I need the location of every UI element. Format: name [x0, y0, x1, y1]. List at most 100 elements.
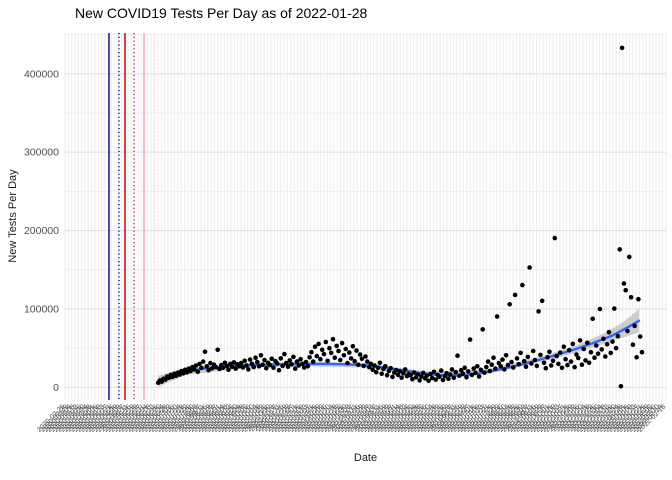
data-point: [330, 336, 336, 342]
data-point: [518, 350, 523, 356]
data-point: [240, 365, 246, 370]
data-point: [471, 366, 477, 371]
data-point: [541, 360, 547, 366]
data-point: [469, 372, 475, 378]
data-point: [287, 358, 293, 363]
data-point: [309, 349, 314, 355]
data-point: [548, 363, 554, 368]
data-point: [359, 356, 365, 362]
data-point: [264, 365, 269, 371]
data-point: [300, 361, 305, 367]
data-point: [402, 367, 408, 372]
data-point: [202, 349, 208, 355]
data-point: [636, 296, 641, 302]
x-axis-title: Date: [353, 452, 378, 464]
data-point: [503, 353, 509, 358]
chart-title: New COVID19 Tests Per Day as of 2022-01-…: [75, 5, 368, 21]
data-point: [253, 355, 258, 361]
data-point: [254, 359, 260, 365]
data-point: [563, 356, 568, 362]
data-point: [437, 374, 442, 380]
data-point: [559, 365, 565, 371]
scatter-points: [155, 45, 645, 389]
data-point: [507, 302, 512, 307]
data-point: [424, 373, 430, 379]
data-point: [525, 354, 531, 360]
data-point: [401, 371, 406, 376]
data-point: [390, 374, 395, 380]
y-tick-label: 0: [53, 382, 59, 394]
data-point: [597, 306, 603, 312]
data-point: [251, 364, 256, 370]
data-point: [493, 366, 498, 371]
data-point: [393, 367, 399, 373]
data-point: [204, 364, 210, 369]
data-point: [209, 365, 215, 371]
data-point: [282, 351, 287, 357]
data-point: [557, 350, 563, 355]
x-tick-labels: 2020-02-252020-02-292020-03-042020-03-08…: [36, 403, 667, 433]
data-point: [588, 349, 594, 355]
data-point: [328, 350, 334, 356]
data-point: [283, 360, 289, 366]
data-point: [464, 375, 469, 380]
data-point: [224, 363, 229, 369]
data-point: [455, 353, 460, 359]
data-point: [451, 375, 457, 381]
data-point: [191, 367, 197, 372]
data-point: [410, 376, 415, 382]
data-point: [438, 368, 444, 373]
data-point: [399, 375, 404, 381]
data-point: [383, 364, 388, 369]
data-point: [585, 340, 590, 346]
data-point: [440, 377, 446, 383]
data-point: [292, 366, 298, 371]
data-point: [312, 344, 318, 350]
data-point: [550, 358, 556, 364]
data-point: [379, 371, 385, 377]
data-point: [566, 347, 572, 353]
data-point: [233, 366, 238, 371]
data-point: [395, 372, 401, 378]
data-point: [556, 361, 561, 367]
data-point: [446, 376, 451, 382]
data-point: [601, 336, 606, 342]
data-point: [500, 357, 505, 362]
data-point: [316, 341, 321, 347]
data-point: [271, 365, 276, 371]
data-point: [334, 343, 340, 349]
data-point: [411, 370, 417, 375]
data-point: [428, 371, 433, 377]
data-point: [485, 359, 491, 364]
data-point: [343, 346, 349, 352]
data-point: [521, 358, 527, 364]
data-point: [388, 365, 394, 371]
data-point: [305, 364, 311, 369]
data-point: [475, 364, 480, 369]
data-point: [419, 374, 424, 379]
data-point: [384, 373, 390, 378]
data-point: [505, 362, 511, 368]
data-point: [530, 348, 536, 354]
data-point: [215, 347, 220, 353]
data-point: [476, 374, 482, 379]
data-point: [177, 372, 183, 377]
data-point: [536, 309, 541, 314]
data-point: [466, 369, 471, 374]
data-point: [206, 367, 211, 373]
data-point: [462, 365, 468, 371]
data-point: [532, 357, 538, 363]
data-point: [509, 359, 514, 365]
data-point: [520, 282, 525, 288]
data-point: [289, 362, 294, 367]
data-point: [426, 378, 431, 384]
data-point: [634, 355, 639, 360]
data-point: [552, 235, 558, 241]
data-point: [625, 328, 630, 334]
data-point: [260, 362, 266, 368]
data-point: [226, 367, 231, 373]
data-point: [374, 369, 379, 375]
data-point: [529, 361, 534, 366]
data-point: [613, 345, 619, 351]
data-point: [208, 360, 213, 366]
